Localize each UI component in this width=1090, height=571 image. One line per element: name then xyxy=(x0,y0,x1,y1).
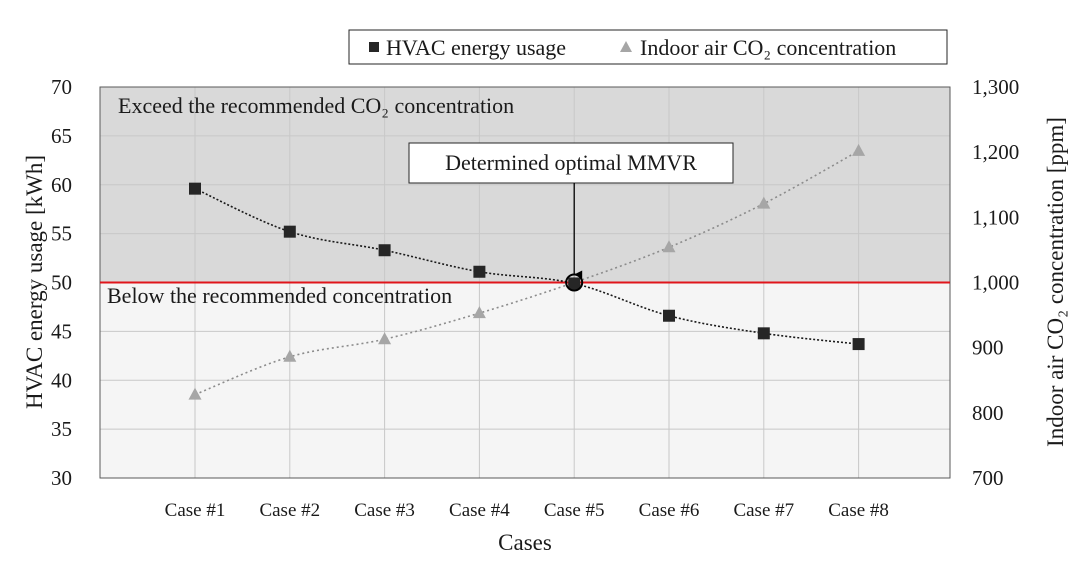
legend-co2-label: Indoor air CO₂ concentration xyxy=(640,35,896,60)
category-label: Case #4 xyxy=(449,500,510,521)
callout-label: Determined optimal MMVR xyxy=(445,150,697,175)
right-tick-label: 1,100 xyxy=(972,205,1019,229)
legend-co2-marker xyxy=(620,41,632,52)
left-tick-label: 40 xyxy=(51,368,72,392)
category-label: Case #1 xyxy=(165,500,226,521)
energy-markers xyxy=(189,182,865,351)
category-label: Case #8 xyxy=(828,500,889,521)
co2-series-line xyxy=(194,150,859,396)
energy-point xyxy=(757,327,770,340)
category-label: Case #3 xyxy=(354,500,415,521)
x-axis-ticks: Case #1 Case #2 Case #3 Case #4 Case #5 Case … xyxy=(165,500,889,521)
energy-point xyxy=(283,225,296,238)
co2-point xyxy=(757,196,771,209)
energy-point xyxy=(568,277,581,290)
x-axis-title: Cases xyxy=(498,530,552,555)
category-label: Case #6 xyxy=(639,500,700,521)
right-tick-label: 1,200 xyxy=(972,140,1019,164)
left-tick-label: 45 xyxy=(51,319,72,343)
region-above-label: Exceed the recommended CO₂ concentration xyxy=(118,93,514,118)
region-below-label: Below the recommended concentration xyxy=(107,283,452,308)
left-tick-label: 30 xyxy=(51,466,72,490)
co2-markers xyxy=(188,143,866,400)
co2-point xyxy=(472,306,486,319)
left-tick-label: 50 xyxy=(51,271,72,295)
left-tick-label: 70 xyxy=(51,75,72,99)
co2-point xyxy=(852,143,866,156)
energy-series-line xyxy=(194,187,859,345)
energy-point xyxy=(663,309,675,322)
legend-box xyxy=(348,29,948,65)
left-tick-label: 65 xyxy=(51,124,72,148)
energy-point xyxy=(473,265,486,278)
right-tick-label: 700 xyxy=(972,466,1004,490)
left-axis-ticks: 30 35 40 45 50 55 60 65 70 xyxy=(51,75,72,490)
energy-point xyxy=(189,182,201,195)
category-label: Case #5 xyxy=(544,500,605,521)
co2-point xyxy=(283,349,297,362)
energy-point xyxy=(852,338,865,351)
callout-box xyxy=(408,142,734,184)
left-tick-label: 60 xyxy=(51,173,72,197)
legend-energy-label: HVAC energy usage xyxy=(386,35,566,60)
category-label: Case #2 xyxy=(259,500,320,521)
legend: HVAC energy usage Indoor air CO₂ concent… xyxy=(348,29,948,65)
co2-point xyxy=(662,240,676,253)
co2-point xyxy=(378,332,392,345)
right-tick-label: 900 xyxy=(972,336,1004,360)
right-axis-ticks: 700 800 900 1,000 1,100 1,200 1,300 xyxy=(972,75,1019,490)
co2-point xyxy=(188,387,202,400)
right-tick-label: 1,300 xyxy=(972,75,1019,99)
left-tick-label: 55 xyxy=(51,222,72,246)
left-tick-label: 35 xyxy=(51,417,72,441)
category-label: Case #7 xyxy=(733,500,794,521)
y-axis-title: HVAC energy usage [kWh] xyxy=(22,155,47,409)
legend-energy-marker xyxy=(369,42,379,52)
right-tick-label: 1,000 xyxy=(972,271,1019,295)
y2-axis-title: Indoor air CO₂ concentration [ppm] xyxy=(1043,117,1068,447)
energy-point xyxy=(378,244,391,257)
right-tick-label: 800 xyxy=(972,401,1004,425)
